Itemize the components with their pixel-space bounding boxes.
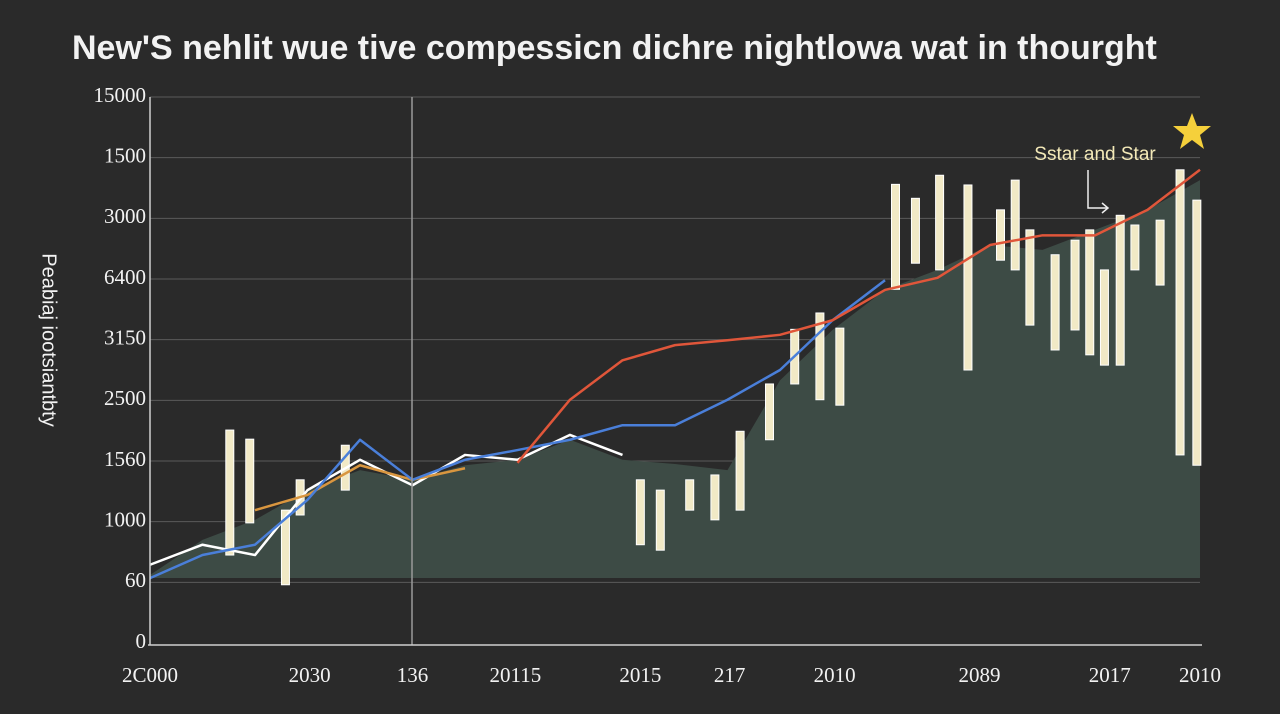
chart-title: New'S nehlit wue tive compessicn dichre … bbox=[72, 29, 1157, 67]
y-tick-label: 3000 bbox=[104, 204, 146, 228]
y-tick-label: 1500 bbox=[104, 143, 146, 167]
x-tick-label: 2030 bbox=[289, 663, 331, 687]
y-tick-label: 6400 bbox=[104, 265, 146, 289]
candle bbox=[710, 474, 720, 521]
candle bbox=[635, 479, 645, 546]
candle bbox=[910, 197, 920, 264]
candle bbox=[996, 209, 1005, 261]
y-tick-label: 3150 bbox=[104, 325, 146, 349]
line bbox=[149, 279, 886, 580]
x-tick-label: 2017 bbox=[1089, 663, 1131, 687]
x-tick-label: 136 bbox=[397, 663, 429, 687]
candle bbox=[280, 509, 290, 586]
x-tick-label: 2015 bbox=[619, 663, 661, 687]
candle bbox=[685, 479, 695, 511]
candle bbox=[815, 312, 825, 401]
candle bbox=[1115, 214, 1125, 366]
candle bbox=[963, 184, 973, 371]
candle bbox=[1192, 199, 1202, 466]
candle bbox=[1175, 169, 1185, 456]
y-tick-label: 1560 bbox=[104, 447, 146, 471]
x-tick-label: 2C000 bbox=[122, 663, 178, 687]
x-tick-label: 2089 bbox=[959, 663, 1001, 687]
candle bbox=[1070, 239, 1080, 331]
line bbox=[254, 463, 466, 512]
candle bbox=[655, 489, 665, 551]
candle bbox=[1099, 269, 1109, 366]
y-tick-label: 60 bbox=[125, 568, 146, 592]
y-axis-label: Peabiaj iootsiantbty bbox=[38, 253, 60, 426]
x-tick-label: 20115 bbox=[490, 663, 542, 687]
y-tick-label: 2500 bbox=[104, 386, 146, 410]
x-tick-label: 217 bbox=[714, 663, 746, 687]
candle bbox=[935, 174, 945, 271]
candle bbox=[1085, 229, 1095, 356]
line bbox=[516, 168, 1201, 464]
candle bbox=[1155, 219, 1165, 286]
annotation-arrow bbox=[1087, 170, 1110, 214]
candle bbox=[1010, 179, 1020, 271]
candle bbox=[225, 429, 235, 556]
candle bbox=[835, 327, 845, 406]
y-tick-label: 15000 bbox=[94, 83, 147, 107]
x-tick-label: 2010 bbox=[1179, 663, 1221, 687]
y-tick-label: 0 bbox=[136, 629, 147, 653]
candle bbox=[765, 383, 774, 441]
candle bbox=[1050, 254, 1060, 351]
candle bbox=[1025, 229, 1035, 326]
candle bbox=[891, 183, 900, 290]
y-tick-label: 1000 bbox=[104, 507, 146, 531]
area bbox=[150, 180, 1200, 578]
plot-area bbox=[149, 96, 1202, 586]
star-icon bbox=[1173, 113, 1211, 149]
candle bbox=[245, 438, 255, 524]
candle bbox=[1130, 224, 1140, 271]
annotation: Sstar and Star bbox=[1034, 144, 1156, 165]
candle bbox=[735, 430, 745, 511]
x-tick-label: 2010 bbox=[814, 663, 856, 687]
